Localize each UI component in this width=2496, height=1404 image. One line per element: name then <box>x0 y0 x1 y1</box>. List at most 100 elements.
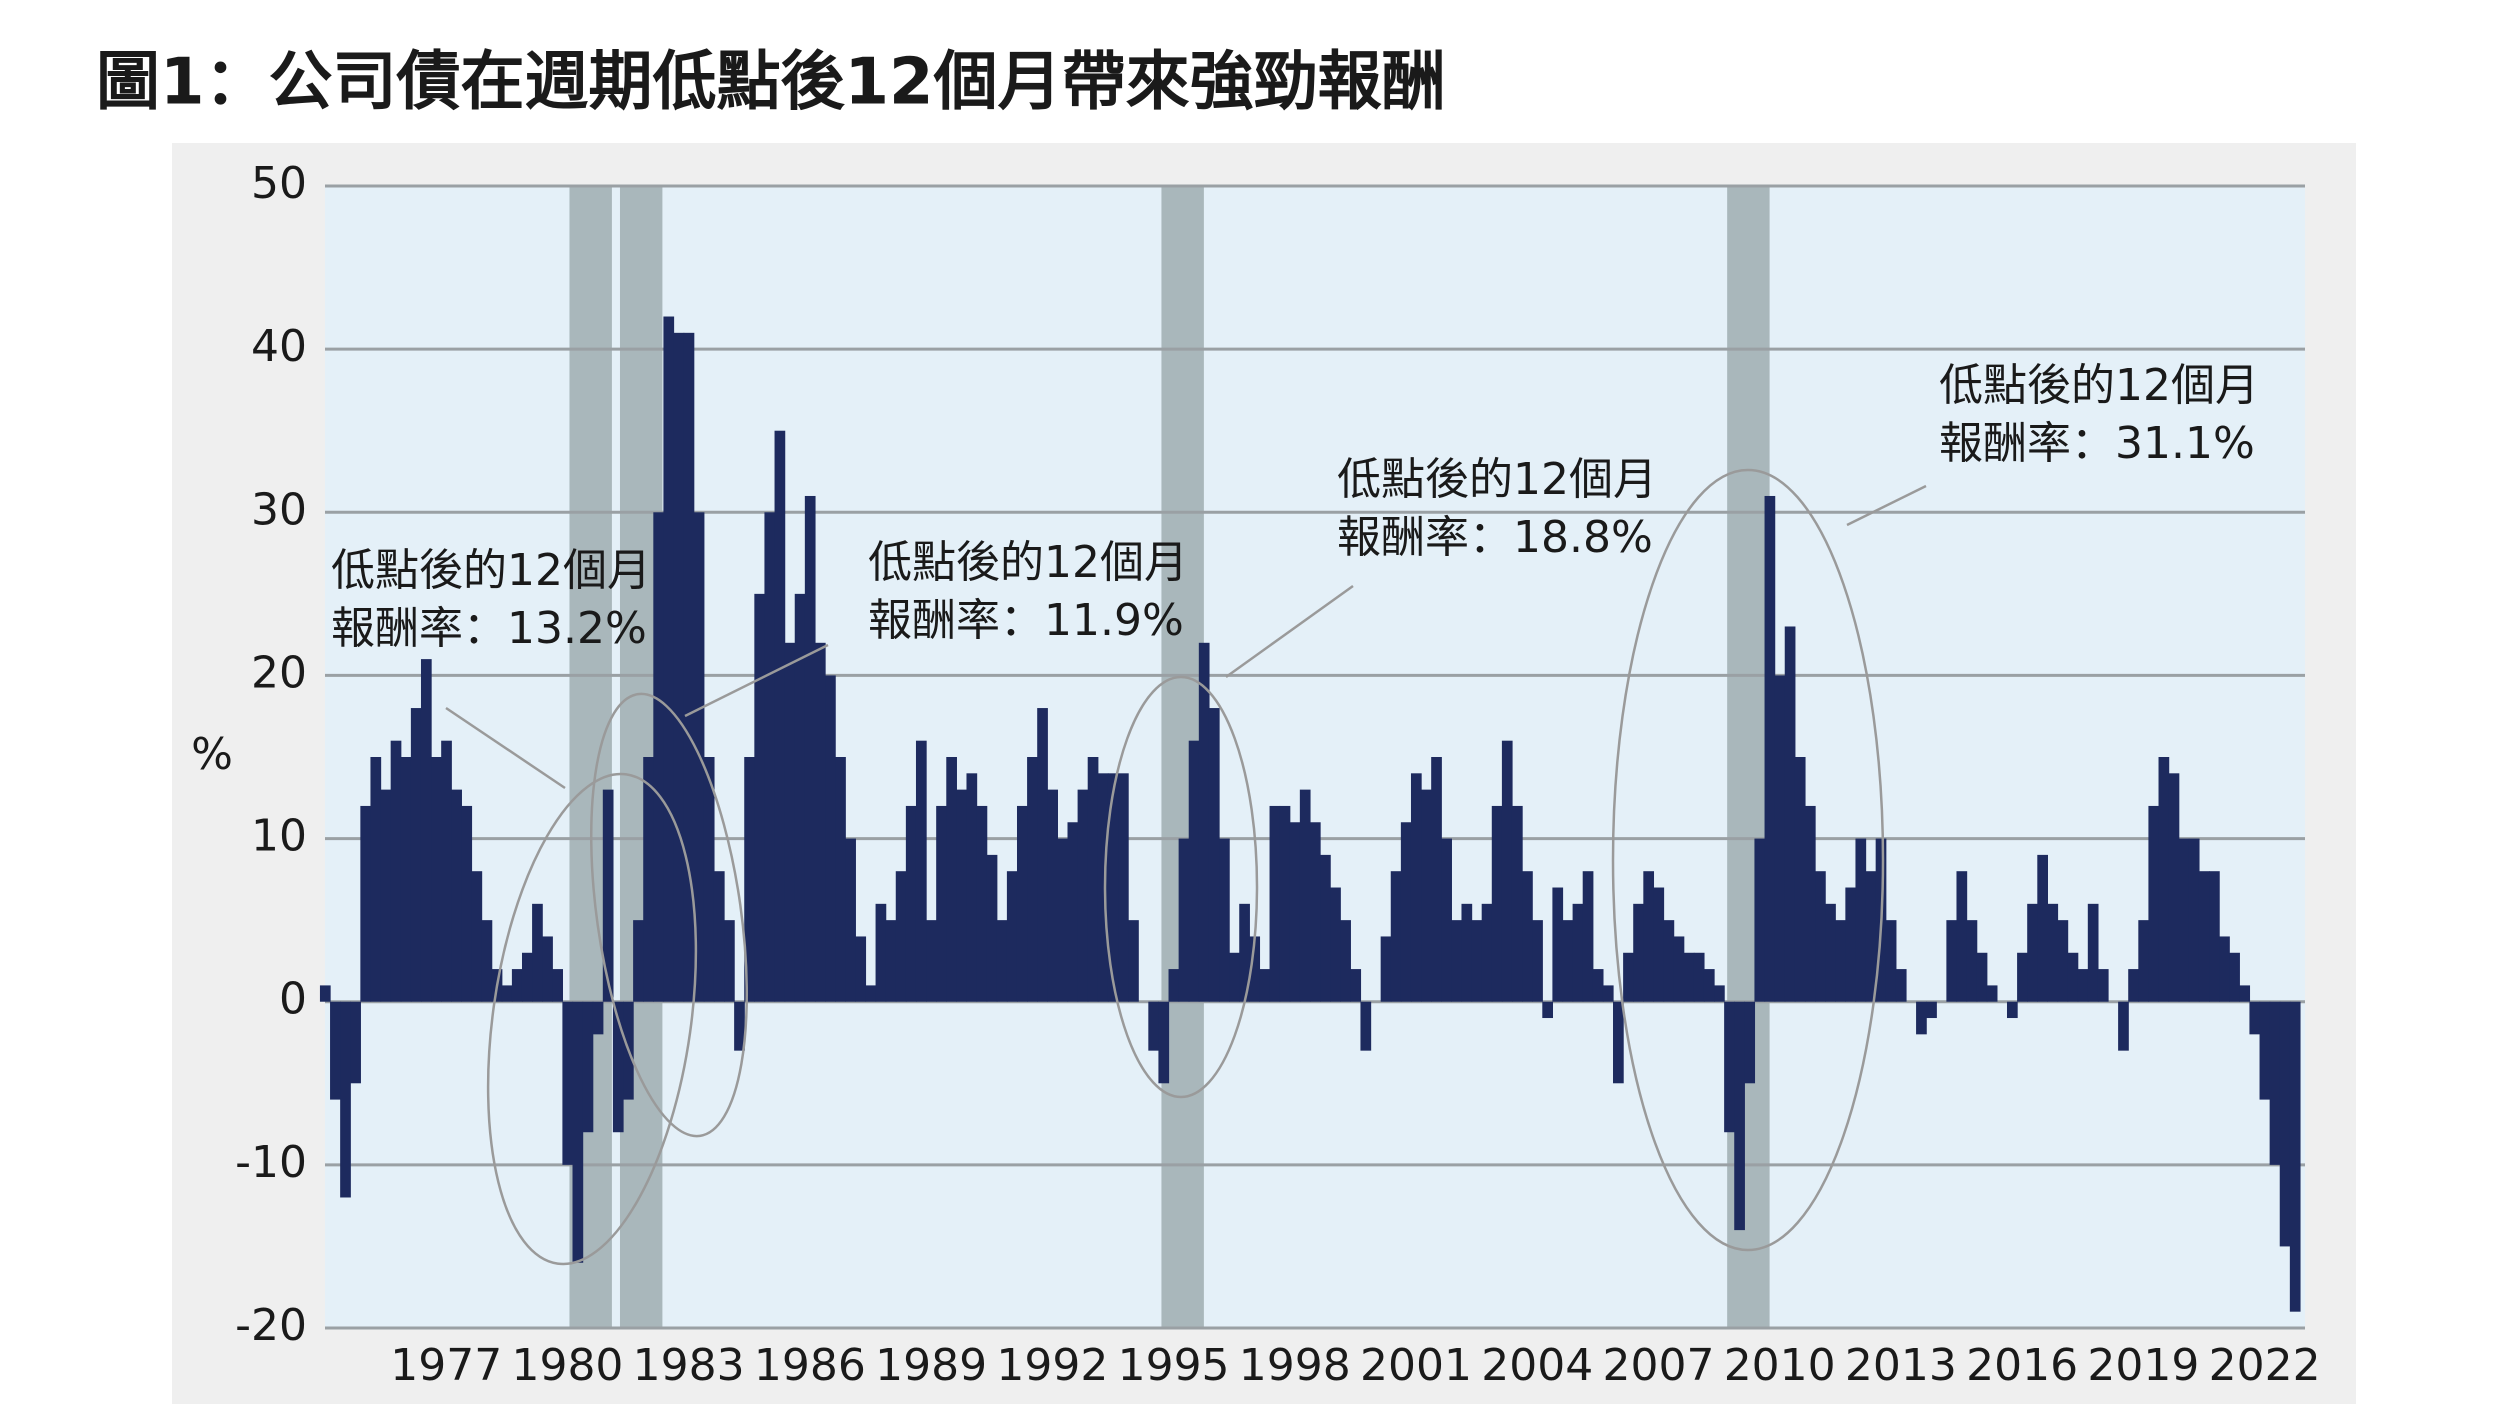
bar <box>1299 789 1311 1002</box>
bar <box>1511 805 1523 1002</box>
bar <box>2027 903 2038 1002</box>
bar <box>1602 985 1614 1002</box>
bar <box>582 1001 594 1133</box>
bar <box>1279 805 1291 1002</box>
bar <box>1693 952 1705 1002</box>
bar <box>663 316 675 1002</box>
bar <box>1663 920 1675 1002</box>
bar <box>986 854 998 1002</box>
bar <box>734 1001 745 1051</box>
bar <box>2097 969 2109 1002</box>
bar <box>1522 871 1533 1002</box>
bar <box>1481 903 1493 1002</box>
y-tick-label: 40 <box>251 321 307 372</box>
bar <box>2087 903 2099 1002</box>
x-tick-label: 2019 <box>2087 1340 2199 1391</box>
bar <box>1148 1001 1160 1051</box>
bar <box>1178 838 1190 1002</box>
bar <box>1239 903 1250 1002</box>
bar <box>1562 920 1574 1002</box>
ellipse <box>589 692 749 1138</box>
bar <box>774 430 786 1002</box>
y-tick-label: -10 <box>235 1137 307 1188</box>
bar <box>1421 789 1432 1002</box>
bar <box>1037 708 1048 1002</box>
bar <box>2219 936 2230 1002</box>
x-tick-label: 1980 <box>511 1340 623 1391</box>
bar <box>754 593 766 1002</box>
x-tick-label: 1998 <box>1239 1340 1351 1391</box>
bar <box>370 757 382 1002</box>
bar <box>521 952 533 1002</box>
annotation: 低點後的12個月 <box>331 545 651 596</box>
bar <box>1451 920 1463 1002</box>
bar <box>1219 838 1230 1002</box>
bar <box>1613 1001 1624 1084</box>
bar <box>1198 642 1210 1002</box>
bar <box>2289 1001 2301 1312</box>
x-tick-label: 1995 <box>1118 1340 1230 1391</box>
bar <box>905 805 917 1002</box>
bar <box>2006 1001 2018 1019</box>
bar <box>804 495 816 1002</box>
bar <box>2128 969 2139 1002</box>
bar <box>845 838 856 1002</box>
bar <box>1926 1001 1937 1019</box>
bar <box>1380 936 1392 1002</box>
bar <box>1966 920 1978 1002</box>
x-tick-label: 2001 <box>1360 1340 1472 1391</box>
bar <box>511 969 523 1002</box>
bar <box>1592 969 1604 1002</box>
bar <box>643 757 654 1002</box>
bar <box>350 1001 361 1084</box>
y-tick-label: 10 <box>251 811 307 862</box>
bar <box>2279 1001 2291 1247</box>
bar <box>956 789 968 1002</box>
bar <box>1097 773 1109 1002</box>
y-tick-label: 0 <box>279 974 307 1025</box>
bar <box>431 757 442 1002</box>
bar <box>2158 757 2170 1002</box>
bar <box>1633 903 1644 1002</box>
bar <box>420 659 432 1002</box>
annotation: 低點後的12個月 <box>1337 454 1657 505</box>
x-tick-label: 2007 <box>1602 1340 1714 1391</box>
chart-title: 圖1：公司債在週期低點後12個月帶來強勁報酬 <box>96 46 1446 120</box>
bar <box>825 675 836 1002</box>
bar <box>1047 789 1058 1002</box>
bar <box>1703 969 1715 1002</box>
bar <box>724 920 735 1002</box>
bar <box>926 920 937 1002</box>
leader-line <box>1225 584 1354 679</box>
x-tick-label: 2004 <box>1481 1340 1593 1391</box>
bar <box>1855 838 1867 1002</box>
bar <box>1724 1001 1735 1133</box>
bar <box>2047 903 2059 1002</box>
bar <box>2209 871 2220 1002</box>
bar <box>1764 495 1776 1002</box>
x-tick-label: 1983 <box>633 1340 745 1391</box>
bar <box>319 985 331 1002</box>
bar <box>330 1001 341 1100</box>
annotation-shapes <box>445 468 1927 1266</box>
bar <box>835 757 846 1002</box>
bar <box>602 789 614 1002</box>
y-tick-label: 20 <box>251 647 307 698</box>
annotation: 報酬率：13.2% <box>331 603 647 654</box>
bar <box>1471 920 1483 1002</box>
x-tick-label: 1992 <box>996 1340 1108 1391</box>
bar <box>1916 1001 1927 1035</box>
bar <box>380 789 392 1002</box>
bar <box>1835 920 1846 1002</box>
x-tick-label: 1989 <box>875 1340 987 1391</box>
bar <box>1330 887 1341 1002</box>
bar <box>1744 1001 1756 1084</box>
bar <box>1683 952 1695 1002</box>
bar <box>1491 805 1503 1002</box>
bar <box>936 805 947 1002</box>
bar <box>1128 920 1139 1002</box>
bar <box>1249 936 1261 1002</box>
